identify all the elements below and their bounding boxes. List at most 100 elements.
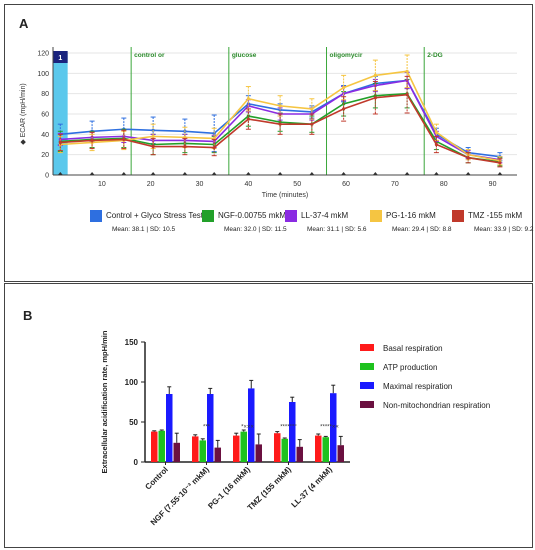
significance-label-2: *××× xyxy=(241,424,254,430)
axis-marker-2 xyxy=(121,172,127,175)
data-point xyxy=(183,144,187,149)
bar-3-3 xyxy=(296,446,303,462)
y-axis-label: Extracellular acidification rate, mpH/mi… xyxy=(100,330,109,473)
y-axis-label: ◆ ECAR (mpH/min) xyxy=(20,83,27,144)
data-point xyxy=(90,138,94,143)
bar-3-0 xyxy=(274,433,281,462)
data-point xyxy=(466,156,470,160)
significance-label-1: *** xyxy=(203,424,211,430)
data-point xyxy=(278,104,282,108)
bar-3-1 xyxy=(281,438,288,462)
bar-0-3 xyxy=(173,442,180,462)
x-tick-label-7: 80 xyxy=(440,181,448,188)
ecar-bar-chart: 0 50 100 150 Extracellular acidification rat… xyxy=(100,330,490,527)
x-tick-label-1: 20 xyxy=(147,181,155,188)
bar-4-0 xyxy=(315,435,322,462)
y-tick-label-3: 150 xyxy=(125,338,139,347)
legend-swatch-2 xyxy=(360,382,374,389)
legend-label-0: Basal respiration xyxy=(383,344,443,353)
axis-marker-5 xyxy=(211,172,217,175)
data-point xyxy=(310,107,314,111)
bar-4-1 xyxy=(322,437,329,462)
data-point xyxy=(310,122,314,126)
axis-marker-14 xyxy=(497,172,503,175)
y-tick-label-0: 0 xyxy=(134,458,139,467)
panel-b-label: B xyxy=(23,308,33,323)
bar-1-2 xyxy=(207,394,214,462)
data-point xyxy=(58,140,62,145)
legend-swatch xyxy=(370,210,382,222)
axis-marker-4 xyxy=(182,172,188,175)
axis-marker-8 xyxy=(309,172,315,175)
legend-label: TMZ -155 mkM xyxy=(468,211,523,221)
data-point xyxy=(246,97,250,101)
legend-item-4: TMZ -155 mkM xyxy=(452,210,522,222)
data-point xyxy=(373,73,377,77)
legend-label-2: Maximal respiration xyxy=(383,382,452,391)
injection-label-3: 2-DG xyxy=(427,52,443,59)
legend-item-1: NGF-0.00755 mkM xyxy=(202,210,286,222)
x-tick-label-3: TMZ (155 mkM) xyxy=(246,465,293,512)
bar-2-2 xyxy=(248,388,255,462)
data-point xyxy=(278,108,282,112)
y-tick-label-0: 0 xyxy=(45,173,49,180)
bar-2-1 xyxy=(240,431,247,462)
axis-marker-9 xyxy=(341,172,347,175)
x-tick-label-5: 60 xyxy=(342,181,350,188)
x-tick-label-8: 90 xyxy=(489,181,497,188)
axis-marker-10 xyxy=(372,172,378,175)
legend-swatch xyxy=(90,210,102,222)
badge-label: 1 xyxy=(58,55,62,62)
ecar-line-chart: 1 control or glucose oligomycir 2-DG 0 20 40 60 8… xyxy=(20,47,517,199)
bar-1-0 xyxy=(192,436,199,462)
bar-1-3 xyxy=(214,447,221,462)
data-point xyxy=(151,134,155,138)
data-point xyxy=(405,93,409,97)
x-axis-label: Time (minutes) xyxy=(262,192,308,199)
legend-label-1: ATP production xyxy=(383,363,437,372)
significance-label-3: ****°°° xyxy=(280,424,297,430)
y-tick-label-5: 100 xyxy=(37,71,49,78)
legend-stats-2: Mean: 31.1 | SD: 5.6 xyxy=(307,226,367,233)
legend-label: LL-37-4 mkM xyxy=(301,211,349,221)
badge-box xyxy=(53,51,68,63)
data-point xyxy=(122,137,126,142)
legend-item-0: Control + Glyco Stress Test xyxy=(90,210,203,222)
x-tick-label-4: LL-37 (4 mkM) xyxy=(290,465,335,510)
y-tick-label-4: 80 xyxy=(41,91,49,98)
legend-stats-3: Mean: 29.4 | SD: 8.8 xyxy=(392,226,452,233)
legend-label: Control + Glyco Stress Test xyxy=(106,211,203,221)
injection-label-2: oligomycir xyxy=(330,52,363,59)
axis-marker-0 xyxy=(57,172,63,175)
y-tick-label-1: 50 xyxy=(129,418,138,427)
bar-2-3 xyxy=(255,444,262,462)
data-point xyxy=(212,131,216,135)
axis-marker-13 xyxy=(465,172,471,175)
data-point xyxy=(212,145,216,150)
x-tick-label-3: 40 xyxy=(244,181,252,188)
data-point xyxy=(373,96,377,100)
bar-1-1 xyxy=(199,440,206,462)
data-point xyxy=(434,142,439,147)
legend-item-3: PG-1-16 mkM xyxy=(370,210,436,222)
y-tick-label-6: 120 xyxy=(37,51,49,58)
data-point xyxy=(151,144,155,149)
legend-swatch-1 xyxy=(360,363,374,370)
injection-label-0: control or xyxy=(134,52,165,59)
legend-label-3: Non-mitochondrian respiration xyxy=(383,401,490,410)
data-point xyxy=(246,117,250,121)
legend-label: PG-1-16 mkM xyxy=(386,211,436,221)
axis-marker-1 xyxy=(89,172,95,175)
significance-label-4: *****×× xyxy=(320,424,339,430)
legend-swatch xyxy=(452,210,464,222)
bar-0-1 xyxy=(158,430,165,462)
bar-2-0 xyxy=(233,435,240,462)
axis-marker-12 xyxy=(433,172,439,175)
shaded-region xyxy=(53,53,68,175)
panel-a-label: A xyxy=(19,16,29,31)
legend-swatch-0 xyxy=(360,344,374,351)
legend-item-2: LL-37-4 mkM xyxy=(285,210,348,222)
panel-b: B 0 50 100 150 Extracellular acidification r… xyxy=(4,283,533,548)
data-point xyxy=(434,130,439,134)
injection-label-1: glucose xyxy=(232,52,257,59)
